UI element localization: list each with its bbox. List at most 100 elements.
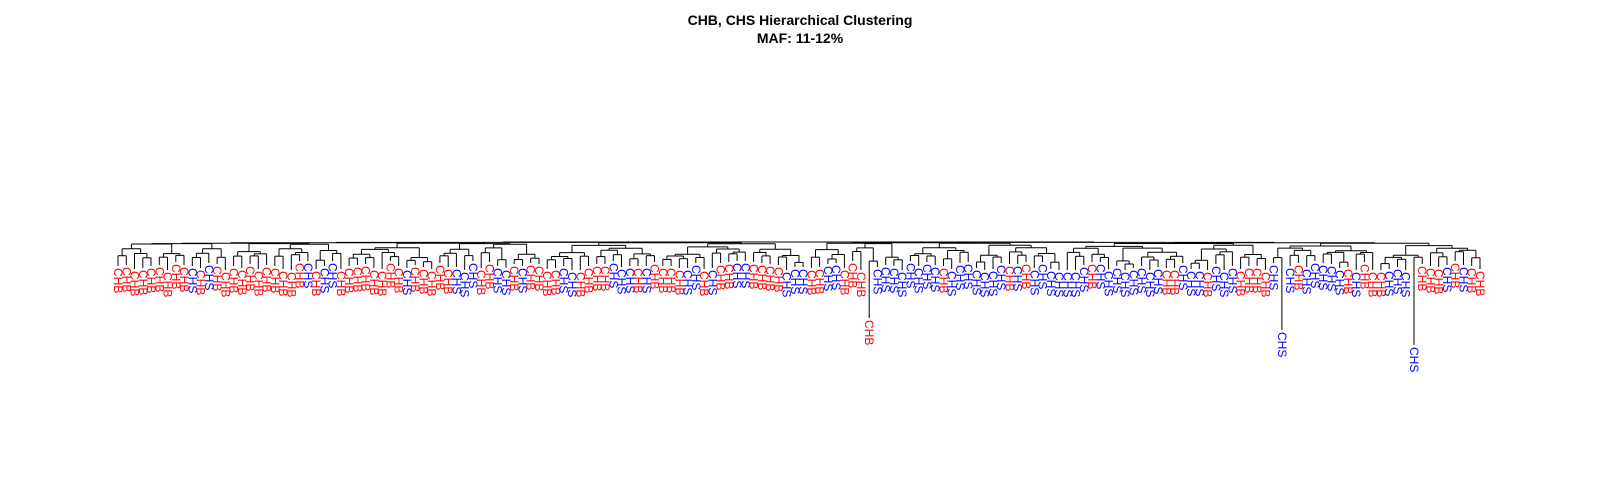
leaf-label-chb: CHB [648,264,662,289]
leaf-label-chs: CHS [615,269,629,294]
leaf-label-chb: CHB [268,268,282,293]
leaf-label-chs: CHS [623,268,637,293]
leaf-label-chb: CHB [425,271,439,296]
leaf-label-chs: CHS [458,272,472,297]
leaf-label-chb: CHB [582,268,596,293]
leaf-label-chs: CHS [1349,272,1363,297]
dendrogram-branches [117,241,1481,345]
leaf-label-chb: CHB [1168,270,1182,295]
leaf-label-chb: CHB [194,270,208,295]
leaf-label-chs: CHS [681,270,695,295]
leaf-label-chb: CHB [441,269,455,294]
leaf-label-chb: CHB [1415,266,1429,291]
leaf-label-chb: CHB [1432,269,1446,294]
leaf-label-chb: CHB [540,271,554,296]
leaf-label-chb: CHB [111,268,125,293]
leaf-label-chb: CHB [524,265,538,290]
leaf-label-chs: CHS [1457,267,1471,292]
leaf-label-chs: CHS [1225,268,1239,293]
leaf-label-chb: CHB [1291,265,1305,290]
leaf-label-chb: CHB [169,264,183,289]
leaf-label-chs: CHS [738,263,752,288]
leaf-label-chs: CHS [1283,268,1297,293]
leaf-label-chs: CHS [499,270,513,295]
leaf-label-chs: CHS [301,263,315,288]
leaf-label-chs: CHS [1011,266,1025,291]
leaf-label-chb: CHB [260,267,274,292]
leaf-label-chs: CHS [689,265,703,290]
leaf-label-chs: CHS [1407,347,1421,372]
leaf-label-chb: CHB [1357,264,1371,289]
leaf-label-chb: CHB [854,272,868,297]
leaf-label-chb: CHB [846,263,860,288]
leaf-label-chb: CHB [598,266,612,291]
leaf-label-chs: CHS [887,268,901,293]
leaf-label-chb: CHB [763,266,777,291]
leaf-label-chs: CHS [1176,265,1190,290]
leaf-label-chb: CHB [755,265,769,290]
leaf-label-chb: CHB [532,266,546,291]
leaf-label-chb: CHB [218,272,232,297]
leaf-label-chs: CHS [606,263,620,288]
leaf-label-chs: CHS [879,267,893,292]
leaf-label-chs: CHS [928,267,942,292]
leaf-label-chs: CHS [466,263,480,288]
leaf-label-chb: CHB [507,266,521,291]
leaf-label-chb: CHB [416,269,430,294]
leaf-label-chb: CHB [1473,271,1487,296]
leaf-label-chb: CHB [474,270,488,295]
leaf-label-chb: CHB [119,267,133,292]
leaf-label-chs: CHS [1308,263,1322,288]
leaf-label-chs: CHS [870,269,884,294]
leaf-label-chs: CHS [1192,271,1206,296]
leaf-label-chs: CHS [1324,266,1338,291]
leaf-label-chs: CHS [1267,265,1281,290]
leaf-label-chb: CHB [747,264,761,289]
leaf-label-chb: CHB [813,269,827,294]
leaf-label-chb: CHB [549,270,563,295]
leaf-label-chb: CHB [243,266,257,291]
leaf-label-chs: CHS [994,265,1008,290]
leaf-label-chs: CHS [1027,270,1041,295]
leaf-label-chs: CHS [961,264,975,289]
leaf-label-chs: CHS [730,263,744,288]
leaf-label-chb: CHB [1250,268,1264,293]
leaf-label-chb: CHB [1366,272,1380,297]
leaf-label-chb: CHB [1242,268,1256,293]
leaf-label-chs: CHS [788,269,802,294]
leaf-label-chb: CHB [284,272,298,297]
leaf-label-chs: CHS [202,265,216,290]
leaf-label-chs: CHS [986,271,1000,296]
leaf-label-chb: CHB [1003,266,1017,291]
leaf-label-chb: CHB [251,271,265,296]
leaf-label-chs: CHS [1077,267,1091,292]
leaf-label-chs: CHS [903,263,917,288]
leaf-label-chs: CHS [185,268,199,293]
leaf-label-chs: CHS [1300,269,1314,294]
leaf-label-chb: CHB [714,265,728,290]
leaf-label-chb: CHB [771,267,785,292]
leaf-label-chs: CHS [1118,272,1132,297]
leaf-label-chb: CHB [656,268,670,293]
leaf-label-chb: CHB [433,265,447,290]
leaf-label-chb: CHB [293,263,307,288]
leaf-label-chs: CHS [1110,268,1124,293]
leaf-label-chs: CHS [829,265,843,290]
leaf-label-chs: CHS [953,265,967,290]
leaf-label-chs: CHS [920,264,934,289]
leaf-label-chb: CHB [1448,263,1462,288]
dendrogram-leaf-labels: CHBCHBCHBCHBCHBCHBCHBCHBCHBCHSCHBCHSCHBC… [111,263,1487,372]
leaf-label-chb: CHB [177,267,191,292]
leaf-label-chs: CHS [1184,271,1198,296]
leaf-label-chb: CHB [672,270,686,295]
leaf-label-chb: CHB [1341,269,1355,294]
chart-title: CHB, CHS Hierarchical Clustering [687,12,913,28]
leaf-label-chs: CHS [895,272,909,297]
leaf-label-chb: CHB [664,268,678,293]
leaf-label-chs: CHS [449,269,463,294]
leaf-label-chb: CHB [573,272,587,297]
leaf-label-chb: CHB [590,266,604,291]
leaf-label-chb: CHB [1201,272,1215,297]
leaf-label-chs: CHS [978,272,992,297]
